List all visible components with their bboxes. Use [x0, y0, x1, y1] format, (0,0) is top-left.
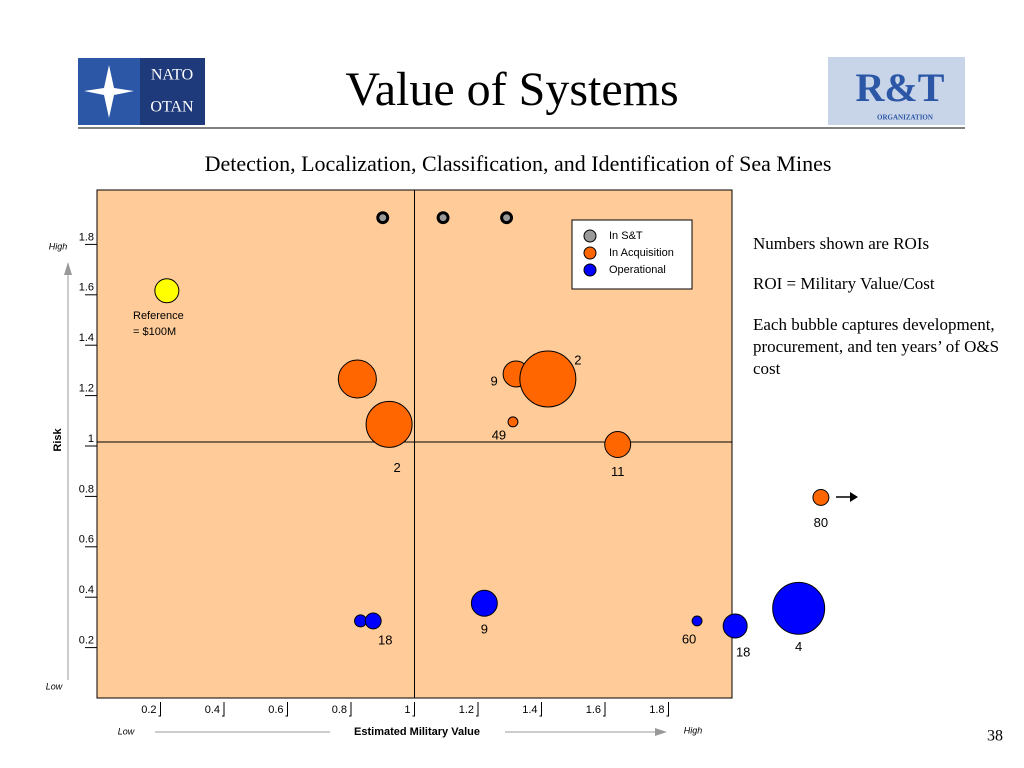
- reference-label: = $100M: [133, 326, 176, 338]
- y-tick-label: 1.6: [79, 282, 94, 294]
- logo-text: ORGANIZATION: [877, 114, 933, 122]
- legend-swatch: [583, 229, 597, 243]
- axis-end: Low: [46, 681, 63, 691]
- rt-logo: [828, 57, 965, 125]
- legend-label: In S&T: [609, 230, 643, 242]
- axis-end: Low: [118, 726, 135, 736]
- legend-label: In Acquisition: [609, 247, 674, 259]
- arrowhead: [850, 492, 858, 502]
- bubble: [364, 612, 382, 630]
- arrowhead: [655, 728, 667, 736]
- y-tick-label: 0.6: [79, 534, 94, 546]
- slide-title: Value of Systems: [345, 63, 678, 116]
- roi-label: 11: [611, 464, 625, 479]
- y-tick-label: 0.8: [79, 483, 94, 495]
- y-tick-label: 1.8: [79, 231, 94, 243]
- x-tick: [476, 702, 479, 717]
- x-tick: [603, 702, 606, 717]
- axis-decor: [64, 262, 858, 736]
- x-tick-label: 0.4: [205, 704, 220, 716]
- x-tick: [158, 702, 161, 717]
- bubble: [470, 589, 498, 617]
- roi-label: 18: [378, 632, 392, 647]
- note: ROI = Military Value/Cost: [753, 274, 935, 293]
- bubble: [507, 416, 519, 428]
- x-tick: [285, 702, 288, 717]
- reference-label: Reference: [133, 310, 184, 322]
- roi-label: 80: [814, 515, 828, 530]
- bubble: [365, 400, 413, 448]
- bubble: [436, 211, 450, 225]
- page-number: 38: [987, 728, 1003, 745]
- subtitle: Detection, Localization, Classification,…: [205, 151, 832, 176]
- nato-star: [84, 65, 134, 118]
- x-tick: [349, 702, 352, 717]
- x-tick: [412, 702, 415, 717]
- legend-swatch: [583, 263, 597, 277]
- x-tick-label: 1.2: [459, 704, 474, 716]
- note: Each bubble captures development, procur…: [753, 315, 1000, 378]
- x-tick-label: 1.8: [649, 704, 664, 716]
- rt-mark: R&T: [856, 65, 945, 110]
- roi-label: 18: [736, 644, 750, 659]
- axis-end: High: [49, 241, 68, 251]
- logo-text: NATO: [151, 67, 193, 84]
- y-tick-label: 0.4: [79, 584, 94, 596]
- y-tick-label: 1: [88, 433, 94, 445]
- roi-label: 60: [682, 631, 696, 646]
- arrowhead: [64, 262, 72, 275]
- roi-label: 49: [492, 427, 506, 442]
- bubble: [337, 359, 377, 399]
- y-axis-title: Risk: [52, 428, 64, 452]
- x-tick-label: 0.6: [268, 704, 283, 716]
- x-tick-label: 1.6: [586, 704, 601, 716]
- note: Numbers shown are ROIs: [753, 234, 930, 253]
- bubble: [722, 613, 748, 639]
- legend-label: Operational: [609, 264, 666, 276]
- axis-end: High: [684, 725, 703, 735]
- legend-swatch: [583, 246, 597, 260]
- bubble: [376, 211, 390, 225]
- x-tick: [666, 702, 669, 717]
- bubble: [812, 488, 830, 506]
- bubble: [500, 211, 514, 225]
- bubble: [772, 581, 826, 635]
- y-tick-label: 1.2: [79, 383, 94, 395]
- x-tick: [539, 702, 542, 717]
- x-tick-label: 0.8: [332, 704, 347, 716]
- x-tick: [222, 702, 225, 717]
- x-tick-label: 0.2: [141, 704, 156, 716]
- x-axis-title: Estimated Military Value: [354, 726, 480, 738]
- roi-label: 2: [574, 352, 581, 367]
- bubble: [691, 615, 703, 627]
- x-tick-label: 1: [404, 704, 410, 716]
- roi-label: 4: [795, 639, 802, 654]
- roi-label: 9: [481, 622, 488, 637]
- x-tick-label: 1.4: [522, 704, 537, 716]
- y-tick-label: 1.4: [79, 332, 94, 344]
- reference-bubble: [154, 278, 180, 304]
- roi-label: 9: [490, 373, 497, 388]
- bubble: [354, 614, 368, 628]
- bubble: [604, 431, 632, 458]
- roi-label: 2: [393, 460, 400, 475]
- bubble: [519, 350, 577, 408]
- y-tick-label: 0.2: [79, 635, 94, 647]
- logo-text: OTAN: [150, 99, 194, 116]
